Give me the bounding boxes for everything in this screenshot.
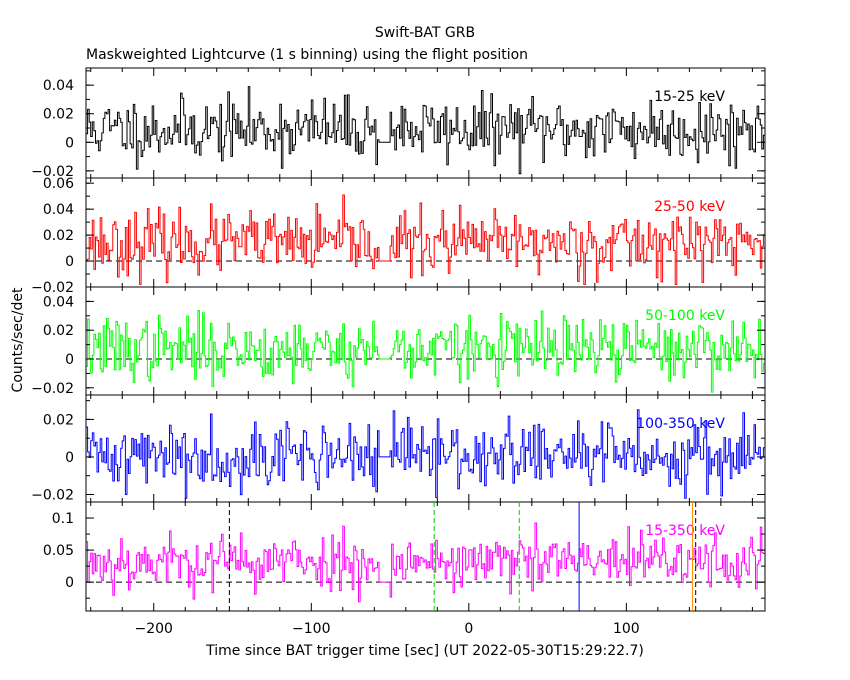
panel-5: 0 0.05 0.1 15-350 keV — [43, 501, 766, 612]
x-axis-label: Time since BAT trigger time [sec] (UT 20… — [205, 643, 644, 659]
y-tick-label: 0.05 — [43, 543, 74, 559]
series-line — [86, 522, 765, 603]
panel-frame — [85, 501, 766, 612]
band-label: 15-350 keV — [645, 523, 725, 539]
series-line — [86, 310, 765, 393]
band-label: 15-25 keV — [654, 89, 725, 105]
y-tick-label: 0.04 — [43, 294, 74, 310]
x-tick-label: −200 — [135, 621, 173, 637]
panel-2: −0.02 0 0.02 0.04 0.06 25-50 keV — [31, 176, 766, 296]
y-tick-label: 0 — [65, 254, 74, 270]
y-tick-label: 0.1 — [52, 511, 74, 527]
chart-subtitle: Maskweighted Lightcurve (1 s binning) us… — [86, 47, 528, 63]
y-tick-label: 0.04 — [43, 202, 74, 218]
y-tick-label: −0.02 — [31, 280, 74, 296]
x-tick-label: 100 — [613, 621, 640, 637]
y-tick-label: 0.02 — [43, 228, 74, 244]
series-line — [86, 194, 765, 285]
series-line — [86, 409, 765, 499]
panel-frame — [85, 286, 766, 396]
y-tick-label: −0.02 — [31, 381, 74, 397]
band-label: 100-350 keV — [636, 416, 725, 432]
y-tick-label: 0.02 — [43, 412, 74, 428]
chart-title: Swift-BAT GRB — [375, 25, 475, 41]
y-tick-label: 0.06 — [43, 176, 74, 192]
y-tick-label: 0 — [65, 450, 74, 466]
band-label: 25-50 keV — [654, 199, 725, 215]
y-tick-label: 0 — [65, 575, 74, 591]
x-tick-label: −100 — [292, 621, 330, 637]
panel-3: −0.02 0 0.02 0.04 50-100 keV — [31, 286, 766, 397]
panel-1: −0.02 0 0.02 0.04 15-25 keV — [31, 67, 766, 180]
y-tick-label: 0.02 — [43, 323, 74, 339]
band-label: 50-100 keV — [645, 308, 725, 324]
panel-4: −0.02 0 0.02 100-350 keV — [31, 394, 766, 503]
panel-frame — [85, 67, 766, 179]
y-axis-label: Counts/sec/det — [10, 287, 26, 392]
panels-group: −0.02 0 0.02 0.04 15-25 keV −0.02 0 0.02 0.04 0.0… — [31, 67, 766, 637]
y-tick-label: 0 — [65, 135, 74, 151]
y-tick-label: −0.02 — [31, 487, 74, 503]
y-tick-label: 0.02 — [43, 107, 74, 123]
x-tick-label: 0 — [464, 621, 473, 637]
panel-frame — [85, 394, 766, 503]
y-tick-label: 0 — [65, 352, 74, 368]
series-line — [86, 86, 765, 175]
y-tick-label: 0.04 — [43, 78, 74, 94]
y-tick-label: −0.02 — [31, 164, 74, 180]
